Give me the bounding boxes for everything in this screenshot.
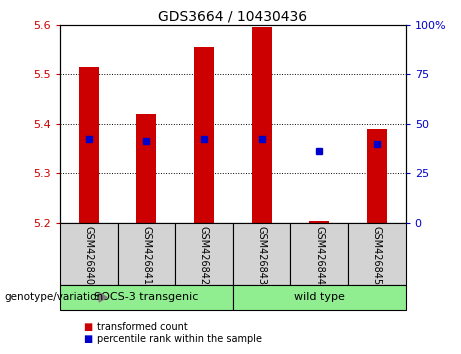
Bar bbox=[233, 223, 290, 285]
Text: genotype/variation: genotype/variation bbox=[5, 292, 104, 302]
Text: GSM426845: GSM426845 bbox=[372, 226, 382, 285]
Bar bbox=[309, 221, 329, 223]
Bar bbox=[290, 223, 348, 285]
Text: wild type: wild type bbox=[294, 292, 345, 302]
Text: GSM426840: GSM426840 bbox=[84, 226, 94, 285]
Bar bbox=[348, 223, 406, 285]
Text: GSM426844: GSM426844 bbox=[314, 226, 324, 285]
Text: GSM426841: GSM426841 bbox=[142, 226, 151, 285]
Bar bbox=[175, 223, 233, 285]
Title: GDS3664 / 10430436: GDS3664 / 10430436 bbox=[158, 10, 307, 24]
Bar bbox=[136, 114, 156, 223]
Text: SOCS-3 transgenic: SOCS-3 transgenic bbox=[94, 292, 199, 302]
Text: ■: ■ bbox=[83, 334, 92, 344]
Text: GSM426842: GSM426842 bbox=[199, 226, 209, 285]
Bar bbox=[233, 285, 406, 310]
Text: GSM426843: GSM426843 bbox=[257, 226, 266, 285]
Text: transformed count: transformed count bbox=[97, 322, 188, 332]
Text: ■: ■ bbox=[83, 322, 92, 332]
Bar bbox=[367, 129, 387, 223]
Bar bbox=[252, 27, 272, 223]
Bar bbox=[118, 223, 175, 285]
Polygon shape bbox=[99, 293, 107, 302]
Bar bbox=[60, 285, 233, 310]
Bar bbox=[60, 223, 118, 285]
Text: percentile rank within the sample: percentile rank within the sample bbox=[97, 334, 262, 344]
Bar bbox=[194, 47, 214, 223]
Bar bbox=[79, 67, 99, 223]
